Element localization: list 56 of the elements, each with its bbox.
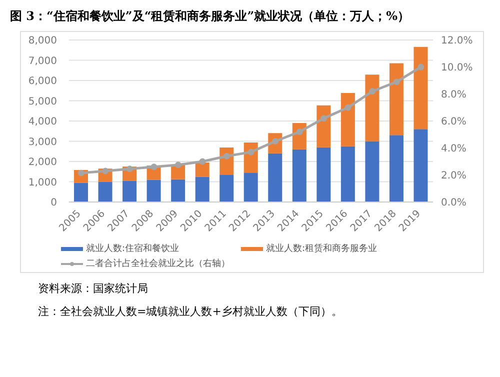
bar: [244, 172, 258, 202]
y2-tick-label: 12.0%: [441, 36, 473, 47]
y-tick-label: 7,000: [28, 56, 57, 67]
bar: [98, 182, 112, 202]
point: [150, 164, 158, 170]
bar: [171, 179, 186, 202]
legend-label: 就业人数:住宿和餐饮业: [86, 242, 180, 255]
point: [102, 168, 109, 174]
point: [126, 166, 133, 172]
point: [320, 115, 328, 122]
y-tick-label: 4,000: [28, 116, 57, 128]
legend-label: 二者合计占全社会就业之比（右轴）: [86, 258, 230, 270]
point: [248, 148, 254, 156]
y2-tick-label: 10.0%: [441, 62, 473, 74]
y2-tick-label: 8.0%: [441, 90, 466, 101]
legend-label: 就业人数:租赁和商务服务业: [266, 242, 378, 255]
y-tick-label: 3,000: [28, 136, 57, 148]
text: 注：全社会就业人数=城镇就业人数+乡村就业人数（下同）。: [38, 304, 344, 319]
chart-title: 图 3：“住宿和餐饮业”及“租赁和商务服务业”就业状况（单位：万人；%）: [10, 8, 411, 25]
y-tick-label: 6,000: [28, 76, 57, 87]
bar: [74, 182, 88, 202]
y-tick-label: 2,000: [28, 157, 57, 168]
point: [418, 64, 424, 70]
y2-tick-label: 0.0%: [441, 198, 466, 209]
bar: [316, 147, 331, 202]
bar: [122, 180, 137, 202]
point: [296, 128, 303, 136]
bar: [340, 146, 355, 202]
bar: [220, 174, 234, 202]
point: [174, 162, 182, 168]
bar: [195, 176, 210, 202]
text: 资料来源：国家统计局: [38, 281, 149, 296]
bar: [340, 93, 355, 146]
y2-tick-label: 4.0%: [441, 144, 466, 155]
y2-tick-label: 6.0%: [441, 116, 466, 128]
point: [223, 152, 230, 160]
bar: [389, 63, 404, 136]
point: [369, 88, 376, 95]
bar: [414, 129, 428, 202]
bar: [292, 149, 306, 202]
bar: [195, 162, 210, 177]
y-tick-label: 0: [50, 198, 57, 208]
bar: [365, 74, 380, 142]
point: [344, 104, 352, 111]
bar: [316, 105, 331, 148]
y-tick-label: 5,000: [28, 96, 57, 108]
bar: [414, 46, 428, 130]
point: [199, 158, 206, 165]
bar: [268, 153, 282, 202]
point: [393, 78, 400, 86]
bar: [365, 141, 380, 202]
y2-tick-label: 2.0%: [441, 170, 466, 182]
bar: [389, 135, 404, 202]
y-tick-label: 8,000: [28, 36, 57, 46]
y-tick-label: 1,000: [28, 177, 57, 188]
bar: [146, 180, 161, 202]
